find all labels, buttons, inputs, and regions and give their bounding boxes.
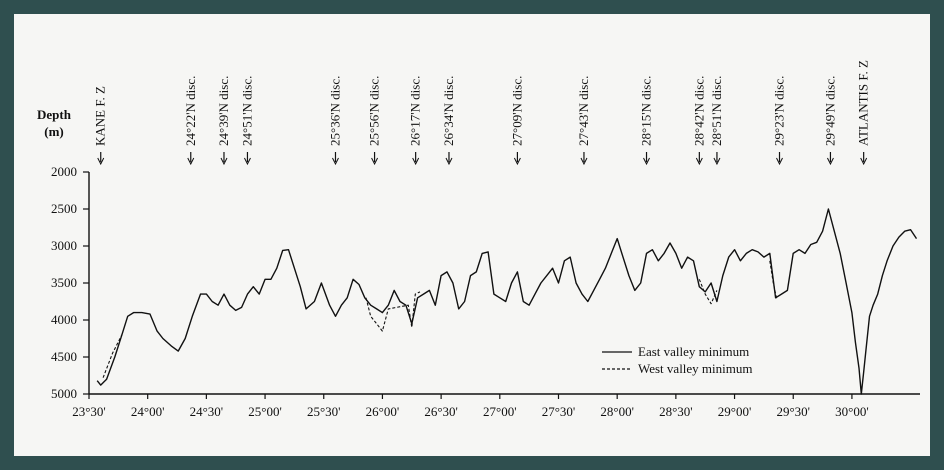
- axes: [88, 172, 920, 395]
- x-tick-label: 29°00': [718, 404, 752, 419]
- feature-label: 25°56'N disc.: [367, 76, 382, 146]
- x-tick-label: 23°30': [72, 404, 106, 419]
- feature-arrowhead: [187, 157, 195, 166]
- depth-profile-chart: Depth (m) 2000 2500 3000 3500 4000 4500 5000 2…: [37, 60, 920, 419]
- feature-label: 26°17'N disc.: [408, 76, 423, 146]
- feature-label: 24°22'N disc.: [183, 76, 198, 146]
- y-tick-label: 3500: [51, 275, 77, 290]
- feature-label: KANE F. Z: [93, 86, 108, 146]
- feature-label: 27°09'N disc.: [509, 76, 524, 146]
- west-valley-line: [365, 291, 421, 332]
- feature-label: 28°51'N disc.: [709, 76, 724, 146]
- y-tick-label: 3000: [51, 238, 77, 253]
- y-axis-label: Depth (m): [37, 107, 72, 139]
- feature-label: 28°42'N disc.: [691, 76, 706, 146]
- feature-arrowhead: [371, 157, 379, 166]
- feature-labels: KANE F. Z 24°22'N disc. 24°39'N disc. 24°51…: [93, 60, 871, 166]
- feature-arrowhead: [643, 157, 650, 166]
- feature-label: 29°49'N disc.: [822, 76, 837, 146]
- feature-arrowhead: [776, 157, 783, 166]
- y-axis-unit: (m): [44, 124, 64, 139]
- x-tick-label: 29°30': [776, 404, 810, 419]
- feature-arrowhead: [580, 157, 588, 166]
- y-tick-label: 2500: [51, 201, 77, 216]
- series-lines: [96, 208, 918, 395]
- x-tick-label: 25°30': [307, 404, 341, 419]
- y-tick-label: 5000: [51, 386, 77, 401]
- feature-label: 29°23'N disc.: [772, 76, 787, 146]
- x-tick-label: 30°00': [835, 404, 869, 419]
- feature-label: 25°36'N disc.: [327, 76, 342, 146]
- x-tick-label: 27°30': [542, 404, 576, 419]
- x-tick-label: 27°00': [483, 404, 517, 419]
- feature-label: 27°43'N disc.: [576, 76, 591, 146]
- x-tick-label: 24°00': [131, 404, 165, 419]
- legend: East valley minimum West valley minimum: [602, 344, 753, 376]
- y-tick-label: 4500: [51, 349, 77, 364]
- feature-arrowhead: [695, 157, 703, 166]
- feature-arrowhead: [860, 157, 868, 166]
- east-valley-line: [96, 208, 918, 395]
- x-tick-label: 26°00': [366, 404, 400, 419]
- legend-label: East valley minimum: [638, 344, 749, 359]
- feature-arrowhead: [412, 157, 420, 166]
- feature-arrowhead: [97, 157, 105, 166]
- x-tick-label: 28°30': [659, 404, 693, 419]
- feature-label: 24°39'N disc.: [216, 76, 231, 146]
- x-tick-label: 28°00': [600, 404, 634, 419]
- feature-arrowhead: [244, 157, 251, 166]
- west-valley-line: [698, 279, 718, 305]
- y-tick-labels: 2000 2500 3000 3500 4000 4500 5000: [51, 164, 89, 401]
- feature-arrowhead: [826, 157, 834, 166]
- y-tick-label: 2000: [51, 164, 77, 179]
- feature-arrowhead: [713, 157, 721, 166]
- y-tick-label: 4000: [51, 312, 77, 327]
- feature-label: ATLANTIS F. Z: [856, 60, 871, 146]
- x-tick-labels: 23°30' 24°00' 24°30' 25°00' 25°30' 26°00' 26°3…: [72, 394, 869, 419]
- x-tick-label: 25°00': [248, 404, 282, 419]
- y-axis-title: Depth: [37, 107, 72, 122]
- legend-label: West valley minimum: [638, 361, 753, 376]
- feature-arrowhead: [445, 157, 453, 166]
- feature-arrowhead: [332, 157, 339, 166]
- west-valley-line: [769, 260, 778, 300]
- feature-arrowhead: [513, 157, 521, 166]
- x-tick-label: 24°30': [190, 404, 224, 419]
- feature-label: 26°34'N disc.: [441, 76, 456, 146]
- west-valley-line: [102, 334, 123, 378]
- x-tick-label: 26°30': [424, 404, 458, 419]
- feature-arrowhead: [220, 157, 228, 166]
- feature-label: 28°15'N disc.: [639, 76, 654, 146]
- feature-label: 24°51'N disc.: [239, 76, 254, 146]
- figure-frame: Depth (m) 2000 2500 3000 3500 4000 4500 5000 2…: [14, 14, 930, 456]
